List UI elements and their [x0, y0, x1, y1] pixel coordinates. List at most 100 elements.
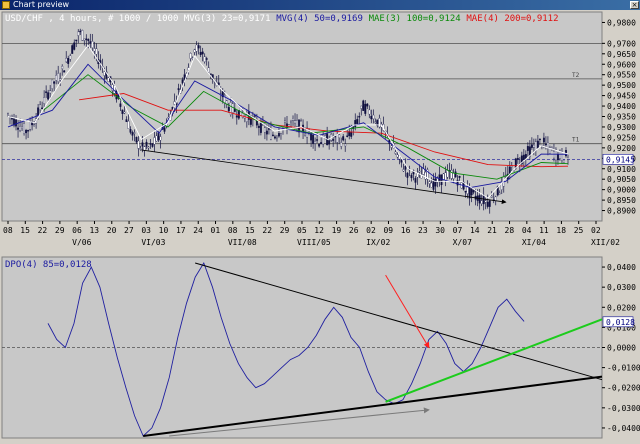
window-title: Chart preview [13, 0, 70, 9]
candle-body [516, 158, 519, 160]
candle-body [59, 78, 62, 81]
candle-body [294, 120, 296, 124]
candle-body [49, 90, 52, 94]
dpo-line [47, 261, 525, 437]
price-ytick-label: 0,9050 [607, 175, 636, 184]
candle-body [316, 139, 319, 141]
candle-body [23, 123, 26, 134]
candle-body [133, 132, 136, 134]
month-label: X/07 [453, 238, 472, 247]
xtick-label: 15 [245, 226, 255, 235]
dpo-ytick-label: 0,0400 [607, 263, 636, 272]
month-label: XII/02 [591, 238, 620, 247]
candle-body [426, 169, 429, 180]
price-ytick-label: 0,9700 [607, 39, 636, 48]
xtick-label: 04 [522, 226, 532, 235]
dpo-trendline [385, 318, 603, 403]
indicator-label: MAE(3) 100=0,9124 [369, 14, 461, 24]
candle-body [73, 42, 76, 50]
candle-body [245, 115, 248, 123]
dpo-ytick-label: -0,0100 [607, 364, 640, 373]
candle-body [300, 120, 302, 122]
candle-body [456, 179, 459, 186]
price-ytick-label: 0,9350 [607, 113, 636, 122]
xtick-label: 30 [435, 226, 445, 235]
candle-body [290, 121, 292, 123]
candle-body [263, 127, 266, 133]
title-bar[interactable]: Chart preview × [0, 0, 640, 10]
xtick-label: 09 [383, 226, 393, 235]
candle-body [189, 53, 192, 59]
mvg4-line [7, 63, 569, 189]
candle-body [95, 48, 98, 55]
dpo-annotation-arrow [385, 274, 430, 349]
dpo-ytick-label: 0,0000 [607, 344, 636, 353]
candle-body [280, 133, 282, 135]
price-ytick-label: 0,9500 [607, 81, 636, 90]
candle-body [217, 82, 220, 86]
xtick-label: 22 [262, 226, 272, 235]
current-price-tag [602, 153, 634, 165]
candle-body [464, 190, 467, 193]
candle-body [318, 144, 321, 147]
xtick-label: 29 [280, 226, 290, 235]
xtick-label: 14 [470, 226, 480, 235]
candle-body [75, 39, 78, 42]
candle-body [55, 75, 58, 81]
candle-body [526, 146, 529, 151]
x-axis-band [0, 223, 640, 255]
candle-body [412, 170, 415, 175]
candle-body [141, 142, 144, 147]
xtick-label: 08 [3, 226, 13, 235]
candle-body [271, 134, 274, 137]
candle-body [452, 173, 455, 179]
xtick-label: 23 [418, 226, 428, 235]
candle-body [410, 174, 413, 179]
candlesticks [7, 28, 569, 214]
xtick-label: 17 [176, 226, 186, 235]
price-ytick-label: 0,9450 [607, 92, 636, 101]
candle-body [137, 140, 140, 149]
candle-body [159, 136, 162, 141]
dpo-trendline [143, 375, 603, 437]
xtick-label: 02 [591, 226, 601, 235]
close-button[interactable]: × [630, 1, 639, 9]
candle-body [153, 137, 156, 145]
candle-body [103, 71, 106, 76]
candle-body [563, 159, 565, 163]
current-price-value: 0,9145 [606, 155, 635, 164]
candle-body [69, 55, 72, 60]
month-label: XI/04 [522, 238, 546, 247]
candle-body [378, 118, 381, 128]
candle-body [376, 119, 379, 126]
xtick-label: 12 [314, 226, 324, 235]
candle-body [450, 170, 453, 179]
candle-body [314, 140, 317, 144]
candle-body [322, 134, 325, 145]
candle-body [203, 56, 206, 62]
candle-body [400, 159, 403, 163]
candle-body [284, 120, 286, 123]
candle-body [320, 142, 323, 145]
candle-body [498, 192, 501, 195]
candle-body [193, 49, 196, 53]
candle-body [338, 134, 341, 138]
candle-body [53, 81, 56, 84]
candle-body [482, 194, 485, 205]
candle-body [542, 137, 545, 143]
candle-body [276, 137, 278, 139]
indicator-label: MVG(4) 50=0,9169 [276, 14, 363, 24]
xtick-label: 25 [574, 226, 584, 235]
xtick-label: 16 [401, 226, 411, 235]
candle-body [358, 116, 361, 118]
candle-body [41, 107, 44, 110]
candle-body [442, 173, 445, 181]
candle-body [19, 126, 21, 131]
candle-body [81, 30, 84, 41]
candle-body [253, 115, 256, 117]
candle-body [468, 187, 471, 199]
candle-body [432, 178, 435, 190]
xtick-label: 10 [159, 226, 169, 235]
resistance-label: T2 [572, 72, 580, 79]
